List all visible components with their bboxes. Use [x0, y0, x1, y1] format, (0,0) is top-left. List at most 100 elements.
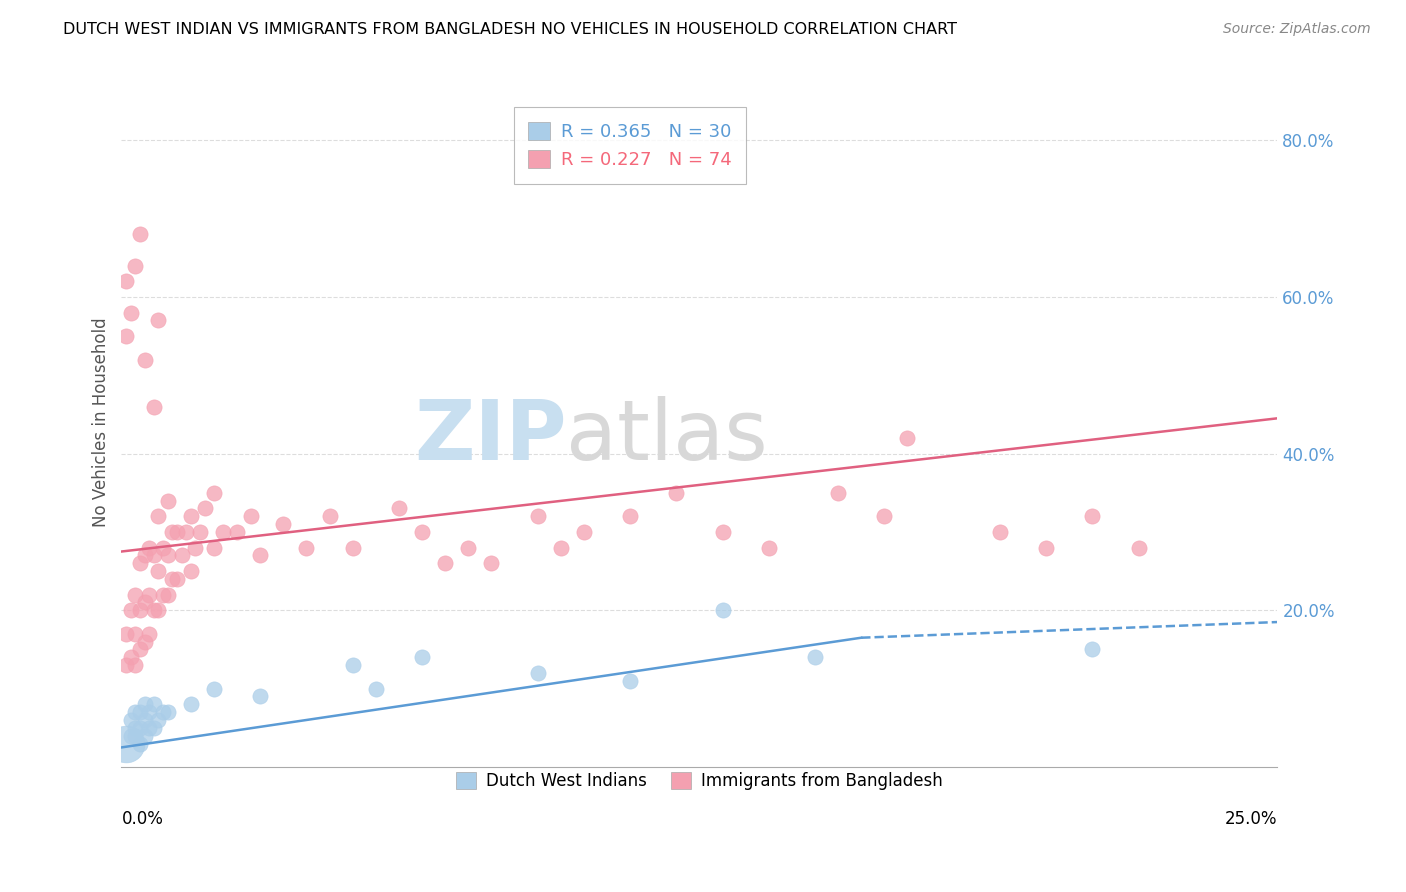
Point	[162, 524, 184, 539]
Point	[194, 501, 217, 516]
Point	[138, 541, 160, 555]
Point	[184, 541, 207, 555]
Point	[120, 713, 142, 727]
Text: ZIP: ZIP	[413, 395, 567, 476]
Point	[148, 603, 170, 617]
Point	[665, 485, 688, 500]
Point	[411, 524, 433, 539]
Point	[142, 400, 165, 414]
Point	[129, 705, 152, 719]
Point	[166, 524, 188, 539]
Legend: Dutch West Indians, Immigrants from Bangladesh: Dutch West Indians, Immigrants from Bang…	[449, 765, 950, 797]
Point	[180, 564, 202, 578]
Point	[148, 713, 170, 727]
Point	[120, 650, 142, 665]
Point	[758, 541, 780, 555]
Point	[180, 509, 202, 524]
Point	[138, 705, 160, 719]
Point	[526, 665, 548, 680]
Point	[1035, 541, 1057, 555]
Point	[148, 509, 170, 524]
Point	[134, 729, 156, 743]
Point	[115, 658, 138, 673]
Point	[142, 549, 165, 563]
Point	[115, 627, 138, 641]
Point	[134, 698, 156, 712]
Point	[142, 603, 165, 617]
Text: DUTCH WEST INDIAN VS IMMIGRANTS FROM BANGLADESH NO VEHICLES IN HOUSEHOLD CORRELA: DUTCH WEST INDIAN VS IMMIGRANTS FROM BAN…	[63, 22, 957, 37]
Point	[152, 541, 174, 555]
Point	[249, 549, 271, 563]
Point	[202, 541, 225, 555]
Point	[115, 737, 138, 751]
Point	[156, 705, 179, 719]
Point	[129, 642, 152, 657]
Y-axis label: No Vehicles in Household: No Vehicles in Household	[93, 318, 110, 527]
Point	[156, 549, 179, 563]
Point	[115, 274, 138, 288]
Point	[827, 485, 849, 500]
Point	[134, 549, 156, 563]
Point	[129, 227, 152, 242]
Point	[142, 698, 165, 712]
Point	[166, 572, 188, 586]
Point	[249, 690, 271, 704]
Point	[804, 650, 827, 665]
Point	[318, 509, 340, 524]
Point	[1128, 541, 1150, 555]
Point	[129, 737, 152, 751]
Point	[170, 549, 193, 563]
Point	[124, 658, 146, 673]
Point	[174, 524, 197, 539]
Point	[180, 698, 202, 712]
Point	[156, 493, 179, 508]
Point	[572, 524, 595, 539]
Point	[434, 556, 457, 570]
Point	[619, 509, 641, 524]
Point	[120, 305, 142, 319]
Point	[226, 524, 249, 539]
Point	[124, 627, 146, 641]
Point	[342, 541, 364, 555]
Point	[138, 588, 160, 602]
Point	[148, 564, 170, 578]
Point	[364, 681, 387, 696]
Point	[202, 485, 225, 500]
Point	[239, 509, 262, 524]
Point	[120, 603, 142, 617]
Point	[129, 556, 152, 570]
Point	[156, 588, 179, 602]
Point	[152, 588, 174, 602]
Text: Source: ZipAtlas.com: Source: ZipAtlas.com	[1223, 22, 1371, 37]
Point	[711, 524, 734, 539]
Point	[124, 729, 146, 743]
Point	[342, 658, 364, 673]
Point	[134, 595, 156, 609]
Text: 25.0%: 25.0%	[1225, 810, 1278, 828]
Point	[388, 501, 411, 516]
Point	[526, 509, 548, 524]
Point	[138, 721, 160, 735]
Point	[411, 650, 433, 665]
Point	[457, 541, 479, 555]
Point	[124, 588, 146, 602]
Point	[873, 509, 896, 524]
Point	[550, 541, 572, 555]
Point	[134, 352, 156, 367]
Point	[295, 541, 318, 555]
Point	[124, 705, 146, 719]
Point	[152, 705, 174, 719]
Point	[711, 603, 734, 617]
Point	[1081, 642, 1104, 657]
Point	[896, 431, 918, 445]
Point	[124, 721, 146, 735]
Point	[162, 572, 184, 586]
Point	[148, 313, 170, 327]
Point	[1081, 509, 1104, 524]
Text: atlas: atlas	[567, 395, 768, 476]
Point	[129, 721, 152, 735]
Point	[124, 259, 146, 273]
Point	[134, 713, 156, 727]
Point	[212, 524, 235, 539]
Point	[138, 627, 160, 641]
